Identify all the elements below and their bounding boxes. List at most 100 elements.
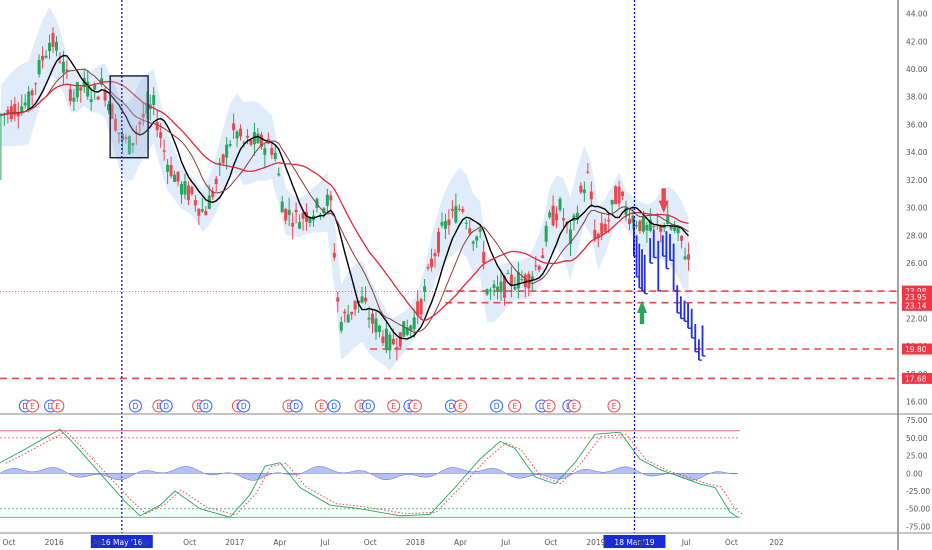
dividend-marker[interactable]: D [361, 399, 375, 413]
candle-body [294, 209, 298, 213]
candle-body [648, 219, 652, 231]
earnings-marker[interactable]: E [26, 399, 40, 413]
candle-body [367, 317, 371, 320]
candle-body [482, 252, 486, 263]
candle-body [666, 215, 670, 224]
x-tick-label: Oct [725, 538, 738, 547]
vertical-marker-tag [603, 535, 666, 548]
candle-body [680, 235, 684, 241]
event-markers[interactable]: DEDEDEDEDEDEDEDEDEDEDEDEDEDEE [18, 399, 621, 413]
event-circle [387, 399, 401, 413]
candle-body [391, 338, 395, 345]
candle-body [44, 55, 48, 58]
event-letter: D [366, 402, 372, 411]
candle-body [534, 265, 538, 267]
candle-body [96, 96, 100, 100]
candle-body [614, 186, 618, 205]
y-tick-label: 36.00 [906, 120, 928, 129]
earnings-marker[interactable]: E [408, 399, 422, 413]
earnings-marker[interactable]: E [51, 399, 65, 413]
event-circle [159, 399, 173, 413]
candle-body [336, 297, 340, 302]
dividend-marker[interactable]: D [159, 399, 173, 413]
candle-body [72, 97, 76, 102]
candle-body [13, 103, 17, 116]
candle-body [20, 106, 24, 114]
candle-body [61, 61, 65, 73]
earnings-marker[interactable]: E [542, 399, 556, 413]
candle-body [169, 165, 173, 177]
earnings-marker[interactable]: E [567, 399, 581, 413]
moving-averages [0, 54, 690, 340]
event-circle [408, 399, 422, 413]
dividend-marker[interactable]: D [199, 399, 213, 413]
event-circle [607, 399, 621, 413]
ma-mid-line [0, 68, 689, 333]
y-tick-label: 28.00 [906, 231, 928, 240]
highlight-box [109, 75, 149, 159]
candle-body [298, 222, 302, 229]
candle-body [228, 143, 232, 146]
candle-body [509, 274, 513, 286]
earnings-marker[interactable]: E [508, 399, 522, 413]
candle-body [374, 318, 378, 333]
candle-body [464, 222, 468, 224]
candle-body [537, 266, 541, 270]
candle-body [419, 299, 423, 315]
dividend-marker[interactable]: D [327, 399, 341, 413]
earnings-marker[interactable]: E [454, 399, 468, 413]
oscillator-pane[interactable] [0, 428, 745, 518]
volatility-band [0, 6, 689, 371]
candle-body [110, 104, 114, 119]
candle-body [548, 212, 552, 218]
candle-body [575, 212, 579, 220]
ma-slow-line [0, 80, 689, 322]
candle-body [485, 289, 489, 295]
candle-body [364, 297, 368, 302]
candle-body [332, 252, 336, 258]
event-letter: D [133, 402, 139, 411]
candle-body [141, 113, 145, 118]
candle-body [593, 229, 597, 239]
earnings-marker[interactable]: E [607, 399, 621, 413]
dividend-marker[interactable]: D [490, 399, 504, 413]
x-tick-label: Apr [454, 538, 468, 547]
candle-body [145, 102, 149, 115]
candle-body [607, 219, 611, 222]
candle-body [100, 78, 104, 85]
candle-body [131, 143, 135, 146]
candle-body [506, 273, 510, 275]
x-tick-label: Apr [273, 538, 287, 547]
candle-body [516, 272, 520, 289]
candle-body [645, 224, 649, 231]
candle-body [395, 346, 399, 350]
event-letter: D [293, 402, 299, 411]
event-letter: D [163, 402, 169, 411]
osc-tick-label: 0.00 [906, 469, 923, 478]
candle-body [440, 222, 444, 226]
candle-body [179, 184, 183, 195]
candle-body [450, 208, 454, 211]
y-tick-label: 44.00 [906, 10, 928, 19]
event-circle [237, 399, 251, 413]
candle-body [492, 284, 496, 289]
candle-body [683, 256, 687, 260]
candle-body [353, 300, 357, 310]
candle-body [520, 278, 524, 281]
projection-bars [632, 218, 706, 361]
earnings-marker[interactable]: E [387, 399, 401, 413]
vertical-marker-tag [90, 535, 153, 548]
candle-body [621, 191, 625, 197]
dividend-marker[interactable]: D [289, 399, 303, 413]
earnings-marker[interactable]: E [314, 399, 328, 413]
event-letter: E [196, 402, 201, 411]
candle-body [624, 207, 628, 215]
candle-body [23, 102, 27, 106]
candle-body [252, 132, 256, 145]
candle-body [530, 276, 534, 281]
dividend-marker[interactable]: D [237, 399, 251, 413]
dividend-marker[interactable]: D [128, 399, 142, 413]
candle-body [280, 201, 284, 213]
